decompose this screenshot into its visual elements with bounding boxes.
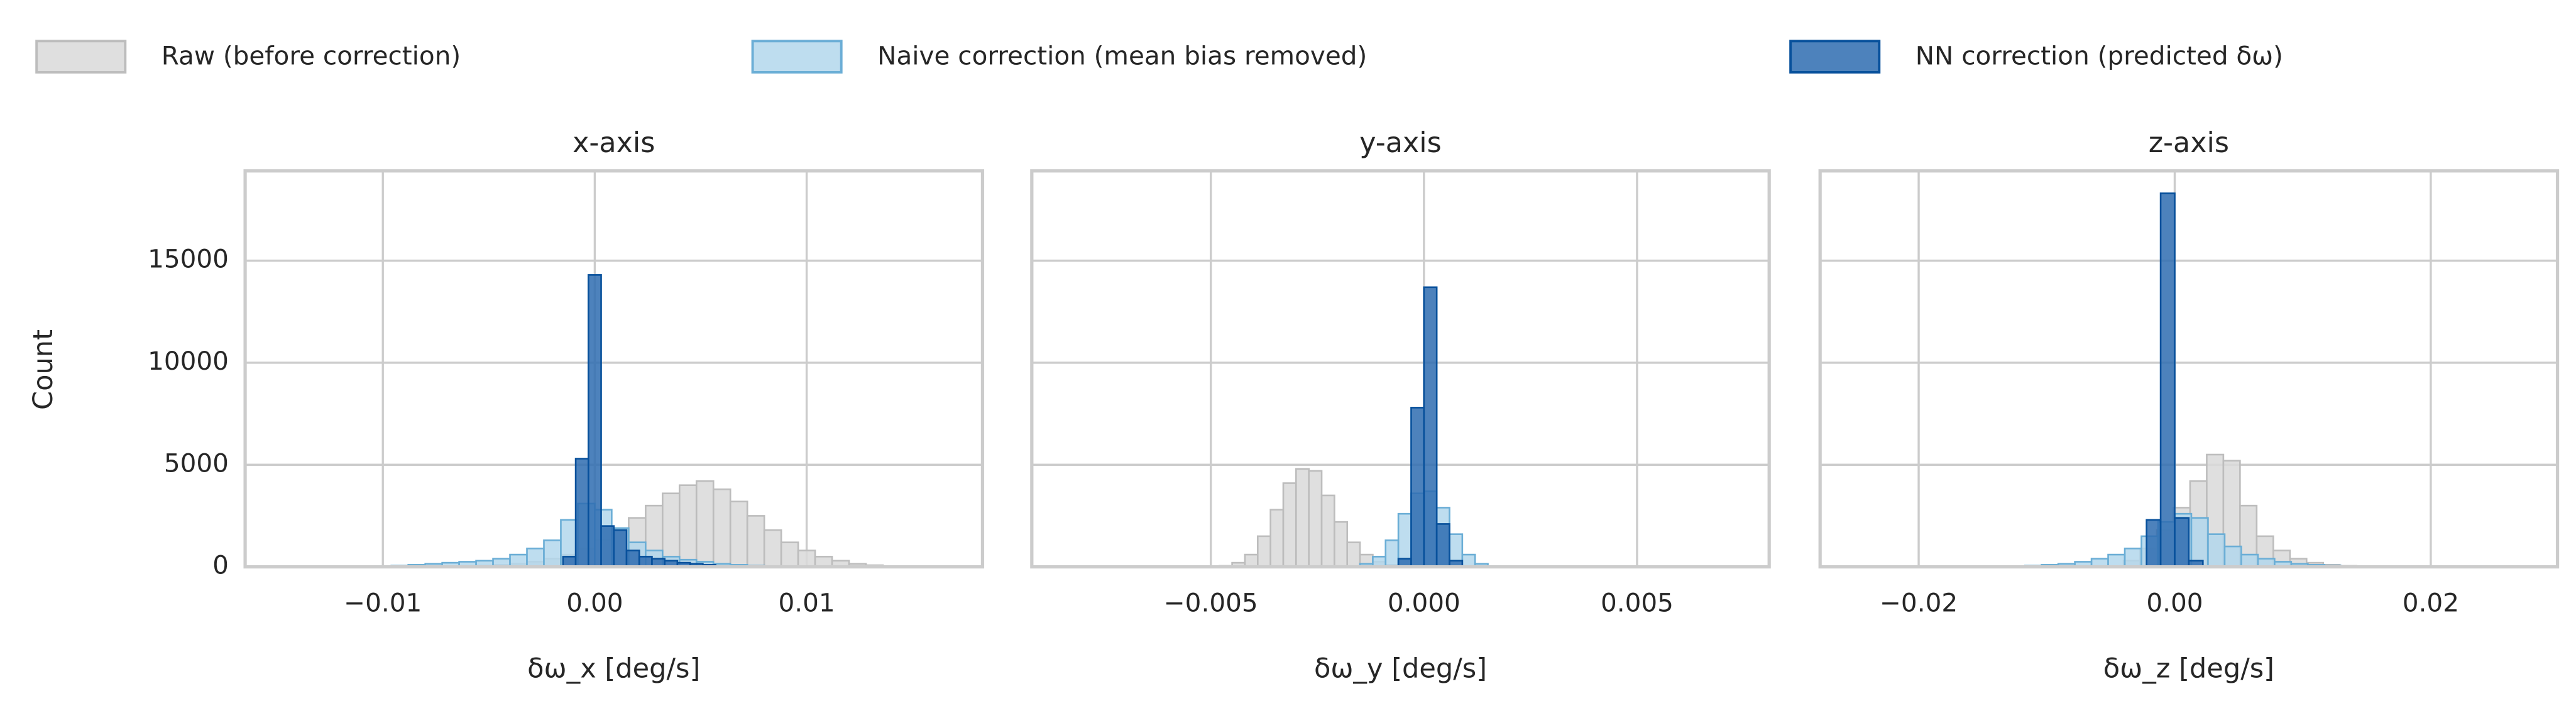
histogram-bar (1346, 541, 1361, 568)
histogram-bar (746, 515, 765, 568)
histogram-bar (625, 550, 640, 568)
histogram-bar (2240, 553, 2259, 568)
histogram-bar (1282, 482, 1297, 568)
histogram-bar (1334, 521, 1349, 568)
x-tick-label: −0.005 (1164, 588, 1258, 618)
histogram-bar (587, 274, 602, 568)
x-axis-label: δω_y [deg/s] (1314, 653, 1487, 685)
plot-frame (1818, 169, 2560, 569)
histogram-bar (1320, 494, 1335, 568)
histogram-bar (2190, 517, 2209, 568)
x-tick-label: −0.01 (344, 588, 422, 618)
x-tick-label: 0.01 (778, 588, 835, 618)
x-tick-label: −0.02 (1880, 588, 1958, 618)
histogram-bar (1435, 523, 1450, 568)
x-tick-label: 0.000 (1388, 588, 1461, 618)
x-tick-label: 0.005 (1601, 588, 1674, 618)
histogram-bar (678, 484, 698, 568)
histogram-bar (2107, 553, 2126, 568)
legend-swatch (1789, 40, 1881, 74)
histogram-bar (763, 529, 782, 568)
y-tick-label: 10000 (148, 346, 229, 376)
x-tick-label: 0.00 (566, 588, 623, 618)
histogram-bar (2146, 519, 2162, 568)
histogram-bar (1295, 468, 1310, 568)
histogram-bar (600, 525, 615, 568)
histogram-bar (1244, 553, 1259, 568)
histogram-bar (712, 488, 732, 568)
x-tick-label: 0.02 (2403, 588, 2459, 618)
histogram-bar (1308, 470, 1323, 568)
histogram-bar (695, 480, 715, 568)
panel-title: y-axis (1359, 127, 1442, 159)
histogram-bar (2223, 545, 2242, 568)
histogram-bar (729, 500, 748, 568)
legend-label: NN correction (predicted δω) (1916, 40, 2283, 70)
histogram-bar (613, 529, 628, 568)
y-tick-label: 0 (212, 550, 229, 580)
histogram-bar (574, 458, 589, 568)
histogram-bar (2124, 548, 2142, 568)
y-axis-label: Count (28, 329, 59, 410)
histogram-bar (661, 492, 681, 568)
plot-frame (1030, 169, 1771, 569)
histogram-bar (2207, 533, 2226, 568)
histogram-bar (526, 548, 545, 568)
panel-title: z-axis (2149, 127, 2229, 159)
histogram-bar (2159, 192, 2176, 568)
x-axis-label: δω_x [deg/s] (527, 653, 700, 685)
histogram-bar (1410, 407, 1425, 568)
histogram-bar (1461, 553, 1476, 568)
histogram-bar (543, 539, 562, 568)
histogram-bar (1269, 509, 1285, 568)
x-axis-label: δω_z [deg/s] (2103, 653, 2274, 685)
histogram-bar (797, 550, 816, 568)
legend-label: Raw (before correction) (162, 40, 461, 70)
legend-label: Naive correction (mean bias removed) (877, 40, 1367, 70)
plot-frame (243, 169, 985, 569)
histogram-bar (1256, 535, 1271, 568)
histogram-bar (2174, 517, 2190, 568)
legend-swatch (35, 40, 127, 74)
histogram-bar (1384, 539, 1400, 568)
y-tick-label: 15000 (148, 244, 229, 274)
y-tick-label: 5000 (164, 448, 229, 478)
legend-swatch (751, 40, 843, 74)
histogram-bar (1423, 286, 1438, 568)
x-tick-label: 0.00 (2146, 588, 2203, 618)
panel-title: x-axis (573, 127, 655, 159)
histogram-bar (509, 553, 528, 568)
histogram-bar (780, 541, 799, 568)
